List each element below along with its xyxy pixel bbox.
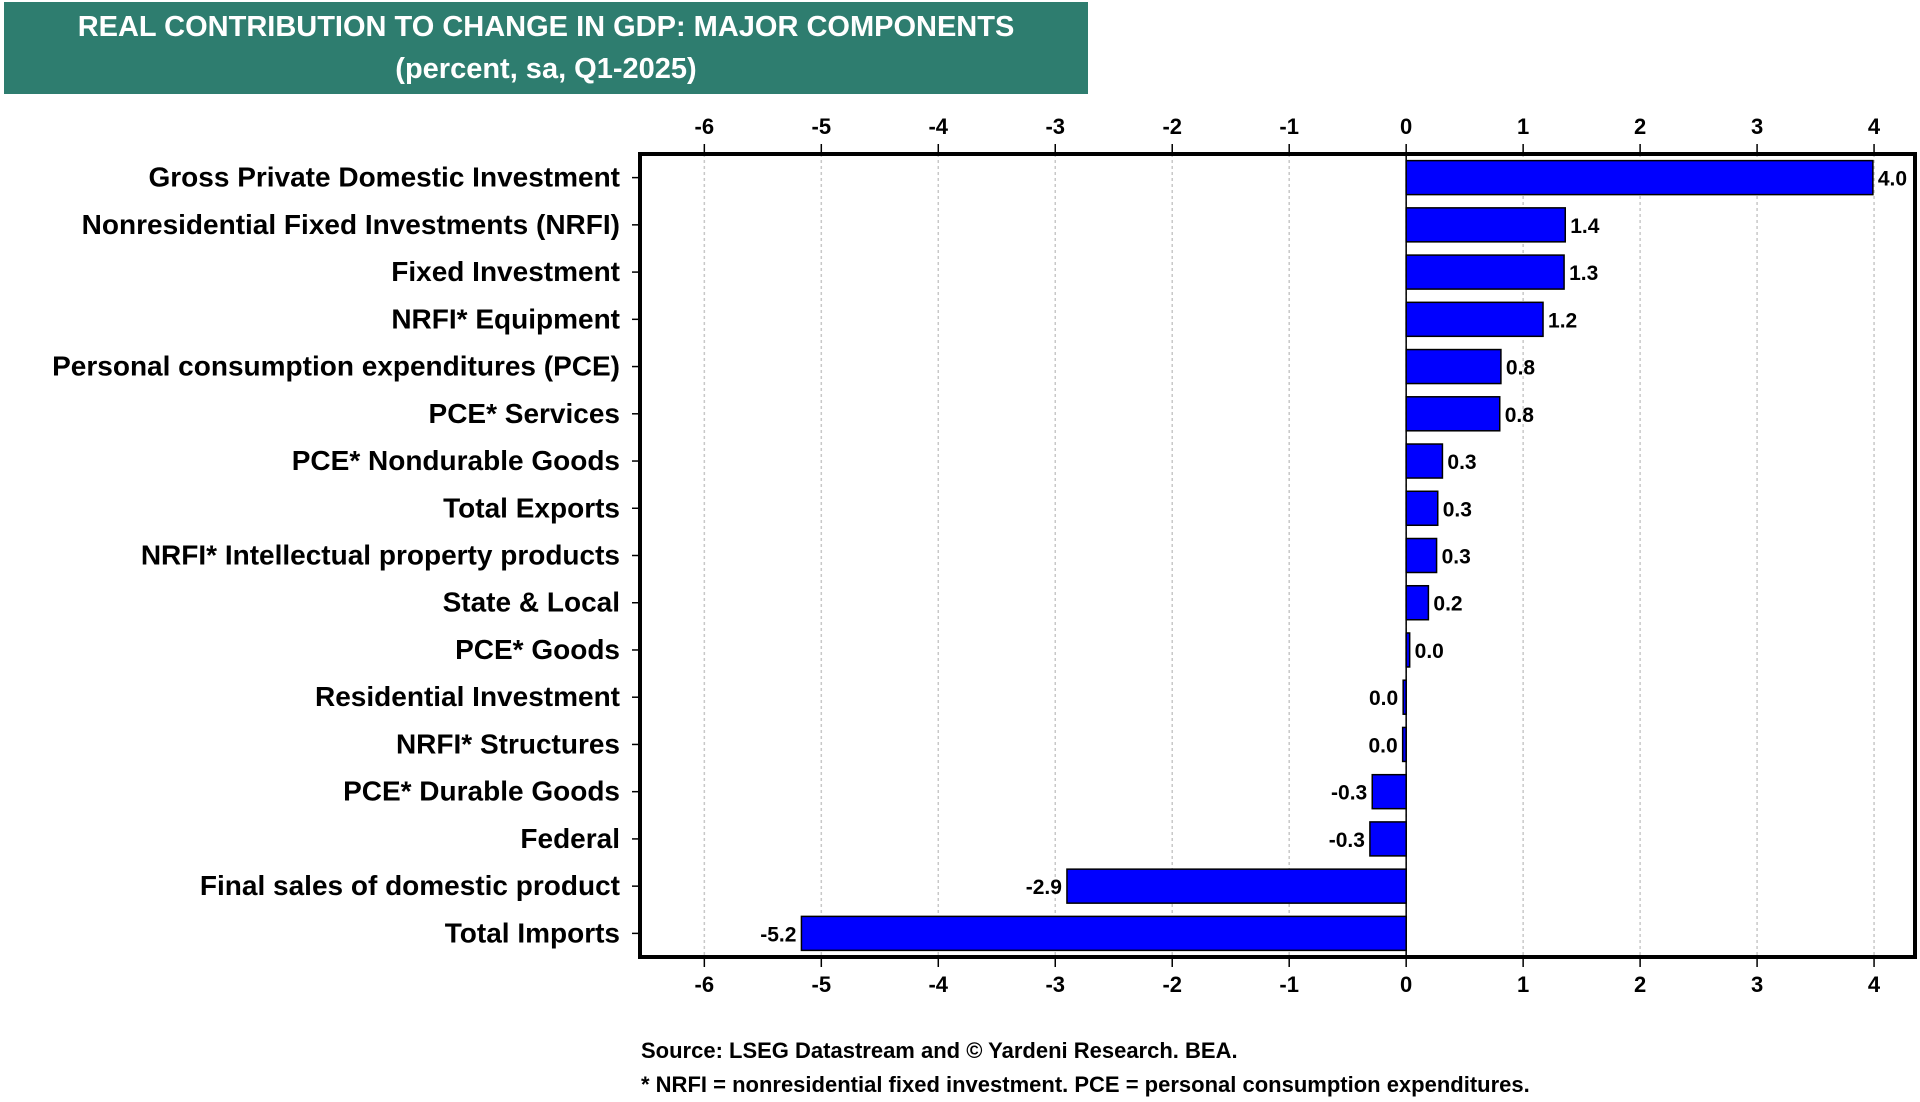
- category-label: NRFI* Equipment: [391, 303, 620, 334]
- data-label: -0.3: [1329, 829, 1365, 852]
- footnotes: Source: LSEG Datastream and © Yardeni Re…: [641, 1034, 1530, 1102]
- x-tick-label-bottom: 0: [1400, 972, 1412, 997]
- category-label: State & Local: [443, 587, 620, 618]
- bar: [1405, 254, 1565, 290]
- category-label: PCE* Durable Goods: [343, 776, 620, 807]
- chart-title-banner: REAL CONTRIBUTION TO CHANGE IN GDP: MAJO…: [4, 2, 1088, 94]
- data-label: 0.3: [1442, 546, 1471, 569]
- category-label: Residential Investment: [315, 681, 620, 712]
- x-tick-label-bottom: -1: [1279, 972, 1299, 997]
- x-tick-label-top: -2: [1162, 114, 1182, 139]
- x-tick-label-top: 4: [1868, 114, 1881, 139]
- x-tick-label-top: -5: [812, 114, 832, 139]
- data-label: -2.9: [1026, 876, 1062, 899]
- x-tick-label-bottom: 3: [1751, 972, 1763, 997]
- x-tick-label-top: -6: [695, 114, 715, 139]
- bar: [800, 915, 1407, 952]
- data-label: 4.0: [1878, 168, 1907, 191]
- x-tick-label-bottom: 2: [1634, 972, 1646, 997]
- data-label: 0.2: [1433, 593, 1462, 616]
- data-label: -5.2: [760, 923, 796, 946]
- x-tick-label-bottom: -2: [1162, 972, 1182, 997]
- category-label: Federal: [520, 823, 620, 854]
- plot-frame: [638, 152, 1917, 959]
- category-label: Nonresidential Fixed Investments (NRFI): [82, 209, 620, 240]
- data-label: 0.0: [1369, 687, 1398, 710]
- category-label: Gross Private Domestic Investment: [148, 162, 620, 193]
- category-label: Personal consumption expenditures (PCE): [52, 351, 620, 382]
- x-tick-label-top: -4: [928, 114, 948, 139]
- bar: [1405, 490, 1439, 527]
- category-label: PCE* Nondurable Goods: [292, 445, 620, 476]
- data-label: 0.8: [1505, 404, 1535, 427]
- data-label: 1.3: [1569, 262, 1598, 285]
- category-label: PCE* Services: [429, 398, 620, 429]
- bar: [1405, 301, 1544, 338]
- x-tick-label-top: -1: [1279, 114, 1299, 139]
- data-label: 1.4: [1570, 215, 1600, 238]
- category-label: Final sales of domestic product: [200, 870, 620, 901]
- x-tick-label-top: 0: [1400, 114, 1412, 139]
- bar: [1405, 159, 1874, 196]
- x-tick-label-bottom: -4: [928, 972, 948, 997]
- data-label: 0.0: [1368, 734, 1397, 757]
- data-label: 0.8: [1506, 357, 1536, 380]
- source-note: Source: LSEG Datastream and © Yardeni Re…: [641, 1038, 1238, 1063]
- x-tick-label-bottom: 4: [1868, 972, 1881, 997]
- data-label: -0.3: [1331, 782, 1367, 805]
- category-label: NRFI* Structures: [396, 728, 620, 759]
- data-label: 0.0: [1415, 640, 1444, 663]
- x-tick-label-bottom: 1: [1517, 972, 1529, 997]
- bar: [1405, 207, 1567, 243]
- bar: [1405, 348, 1502, 385]
- category-label: PCE* Goods: [455, 634, 620, 665]
- data-label: 0.3: [1447, 451, 1476, 474]
- data-label: 1.2: [1548, 309, 1577, 332]
- x-tick-label-top: -3: [1045, 114, 1065, 139]
- category-label: Fixed Investment: [391, 256, 620, 287]
- chart-subtitle: (percent, sa, Q1-2025): [395, 53, 697, 85]
- bar: [1405, 537, 1438, 574]
- category-label: Total Exports: [443, 492, 620, 523]
- bar: [1402, 679, 1407, 715]
- bar: [1405, 396, 1501, 432]
- bar: [1369, 821, 1407, 857]
- x-tick-label-top: 2: [1634, 114, 1646, 139]
- bar-chart: Gross Private Domestic Investment 4.0 Nonr…: [52, 114, 1917, 997]
- bar: [1405, 443, 1444, 479]
- x-tick-label-bottom: -5: [812, 972, 832, 997]
- definition-note: * NRFI = nonresidential fixed investment…: [641, 1072, 1530, 1097]
- chart-title: REAL CONTRIBUTION TO CHANGE IN GDP: MAJO…: [77, 11, 1015, 43]
- category-label: Total Imports: [445, 917, 620, 948]
- data-label: 0.3: [1443, 498, 1472, 521]
- bar: [1371, 773, 1407, 810]
- category-label: NRFI* Intellectual property products: [141, 540, 620, 571]
- x-tick-label-top: 3: [1751, 114, 1763, 139]
- bar: [1405, 584, 1430, 621]
- x-tick-label-bottom: -6: [695, 972, 715, 997]
- bar: [1401, 726, 1407, 763]
- bar: [1066, 868, 1407, 904]
- x-tick-label-top: 1: [1517, 114, 1529, 139]
- bar: [1405, 632, 1411, 668]
- x-tick-label-bottom: -3: [1045, 972, 1065, 997]
